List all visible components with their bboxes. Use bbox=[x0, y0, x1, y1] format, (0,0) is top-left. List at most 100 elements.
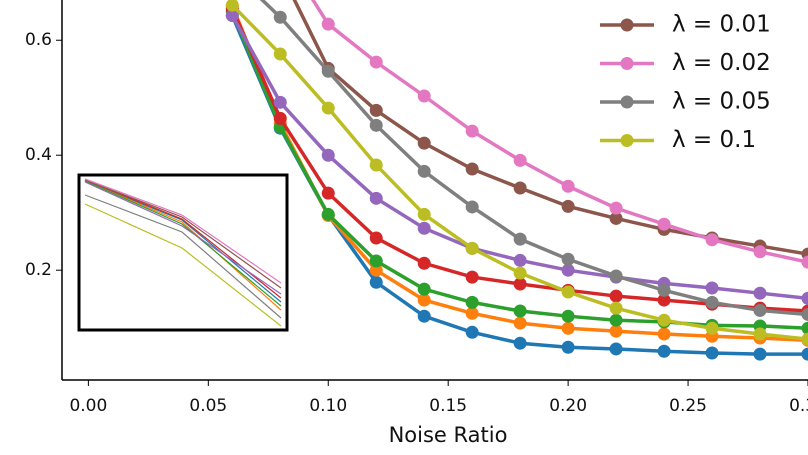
point bbox=[369, 275, 383, 289]
inset-line bbox=[84, 178, 282, 284]
point bbox=[561, 309, 575, 323]
point bbox=[657, 283, 671, 297]
point bbox=[417, 221, 431, 235]
x-tick-label: 0.05 bbox=[189, 396, 227, 416]
inset-line bbox=[84, 203, 282, 327]
point bbox=[513, 304, 527, 318]
y-tick-label: 0.4 bbox=[25, 145, 52, 165]
legend-marker bbox=[620, 18, 634, 32]
x-tick-label: 0.20 bbox=[549, 396, 587, 416]
legend-label: λ = 0.1 bbox=[672, 127, 756, 153]
point bbox=[225, 9, 239, 23]
legend-marker bbox=[620, 134, 634, 147]
point bbox=[273, 111, 287, 125]
point bbox=[705, 295, 719, 309]
point bbox=[609, 201, 623, 215]
point bbox=[561, 285, 575, 299]
inset-line bbox=[84, 180, 282, 311]
point bbox=[321, 186, 335, 200]
point bbox=[705, 281, 719, 295]
point bbox=[561, 321, 575, 335]
point bbox=[465, 306, 479, 320]
point bbox=[753, 286, 767, 300]
point bbox=[753, 347, 767, 361]
point bbox=[465, 200, 479, 214]
point bbox=[657, 344, 671, 358]
plot-area bbox=[225, 0, 808, 361]
point bbox=[609, 289, 623, 303]
legend-label: λ = 0.02 bbox=[672, 50, 771, 76]
point bbox=[513, 266, 527, 280]
point bbox=[609, 324, 623, 338]
point bbox=[417, 256, 431, 270]
point bbox=[609, 269, 623, 283]
point bbox=[465, 325, 479, 339]
point bbox=[369, 55, 383, 69]
point bbox=[465, 124, 479, 138]
point bbox=[513, 181, 527, 195]
point bbox=[609, 313, 623, 327]
point bbox=[801, 255, 808, 269]
point bbox=[609, 211, 623, 225]
point bbox=[801, 291, 808, 305]
legend-marker bbox=[620, 57, 634, 70]
point bbox=[369, 191, 383, 205]
point bbox=[369, 231, 383, 245]
point bbox=[513, 277, 527, 291]
x-axis-label: Noise Ratio bbox=[389, 423, 508, 447]
point bbox=[417, 207, 431, 221]
point bbox=[753, 327, 767, 341]
point bbox=[561, 263, 575, 277]
inset bbox=[77, 173, 289, 332]
legend-marker bbox=[620, 95, 634, 109]
point bbox=[561, 179, 575, 193]
point bbox=[609, 342, 623, 356]
point bbox=[801, 321, 808, 335]
point bbox=[753, 303, 767, 317]
point bbox=[321, 148, 335, 162]
point bbox=[705, 346, 719, 360]
point bbox=[321, 207, 335, 221]
point bbox=[465, 270, 479, 284]
point bbox=[657, 313, 671, 327]
x-tick-label: 0.25 bbox=[669, 396, 707, 416]
x-tick-label: 0.10 bbox=[309, 396, 347, 416]
point bbox=[321, 64, 335, 78]
legend-label: λ = 0.05 bbox=[672, 89, 771, 115]
point bbox=[273, 10, 287, 24]
point bbox=[417, 282, 431, 296]
point bbox=[369, 103, 383, 117]
point bbox=[369, 254, 383, 268]
legend-label: λ = 0.01 bbox=[672, 12, 771, 38]
point bbox=[513, 232, 527, 246]
point bbox=[465, 295, 479, 309]
point bbox=[513, 253, 527, 267]
point bbox=[705, 233, 719, 247]
point bbox=[513, 336, 527, 350]
point bbox=[657, 217, 671, 231]
point bbox=[417, 164, 431, 178]
inset-line bbox=[84, 181, 282, 295]
point bbox=[321, 101, 335, 115]
point bbox=[657, 293, 671, 307]
point bbox=[513, 153, 527, 167]
point bbox=[417, 293, 431, 307]
point bbox=[321, 17, 335, 31]
y-tick-label: 0.6 bbox=[25, 30, 52, 50]
point bbox=[561, 340, 575, 354]
point bbox=[753, 245, 767, 259]
point bbox=[561, 199, 575, 213]
point bbox=[273, 95, 287, 109]
point bbox=[273, 47, 287, 61]
point bbox=[801, 307, 808, 321]
point bbox=[369, 158, 383, 172]
inset-line bbox=[84, 179, 282, 289]
point bbox=[465, 241, 479, 255]
point bbox=[801, 347, 808, 361]
x-tick-label: 0.15 bbox=[429, 396, 467, 416]
point bbox=[465, 162, 479, 176]
inset-line bbox=[84, 180, 282, 303]
inset-line bbox=[84, 194, 282, 319]
